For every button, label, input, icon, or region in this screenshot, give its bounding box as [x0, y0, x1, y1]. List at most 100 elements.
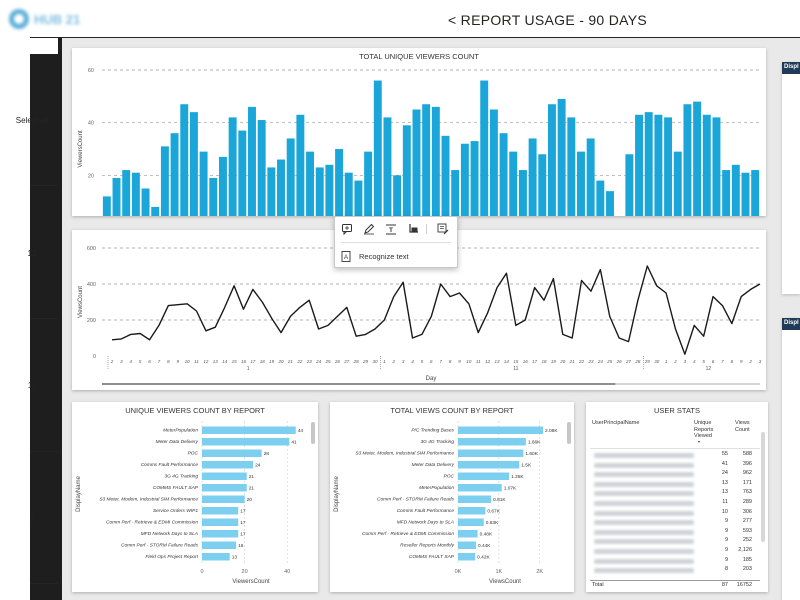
data-label: 17 [240, 509, 246, 515]
x-tick-label: 22 [296, 359, 303, 364]
y-axis-label: DisplayName [334, 476, 340, 512]
slicer-item-select-all[interactable]: Select all [15, 116, 49, 125]
table-row[interactable]: 55 588 [590, 451, 760, 460]
column-header-views-count[interactable]: Views Count [735, 420, 750, 433]
series-line [111, 265, 761, 355]
views-count-cell: 252 [742, 537, 752, 544]
slicer-item-1[interactable]: 1 [29, 514, 35, 523]
total-views: 16752 [736, 582, 752, 588]
pen-icon[interactable] [363, 223, 375, 235]
x-tick-label: 28 [634, 359, 641, 364]
recognize-text-menu-item[interactable]: A Recognize text [341, 249, 409, 263]
category-label: Comm Perf - Retrieve & EDMI Commission [362, 531, 454, 537]
bar [202, 449, 262, 457]
bar-chart-svg: 0204060ViewersCount234567891011121314151… [78, 68, 760, 216]
bar [458, 530, 478, 538]
x-tick-label: 25 [324, 359, 331, 364]
x-tick-label: 21 [287, 359, 294, 364]
unique-reports-cell: 8 [724, 566, 728, 573]
total-views-by-report-chart[interactable]: TOTAL VIEWS COUNT BY REPORT 0K 1K 2K P/C Tr… [330, 402, 574, 592]
chart-title: TOTAL UNIQUE VIEWERS COUNT [359, 52, 479, 61]
table-row[interactable]: 13 171 [590, 480, 760, 489]
table-title: USER STATS [654, 406, 700, 415]
bar [451, 170, 460, 216]
redacted-user-name [594, 462, 694, 468]
table-row[interactable]: 9 252 [590, 537, 760, 546]
unique-reports-cell: 13 [721, 479, 728, 486]
bar [731, 164, 740, 216]
x-tick-label: 24 [315, 359, 322, 364]
comment-icon[interactable] [341, 223, 353, 235]
table-row[interactable]: 10 306 [590, 509, 760, 518]
x-tick-label: 11 [476, 359, 481, 364]
unique-viewers-by-report-chart[interactable]: UNIQUE VIEWERS COUNT BY REPORT 0 20 40 Mete… [72, 402, 318, 592]
right-panel-top[interactable]: Displ [782, 62, 800, 294]
category-label: S3 Meter, Modem, Industrial SIM Performa… [99, 497, 198, 503]
table-row[interactable]: 9 2,126 [590, 547, 760, 556]
x-axis-label: ViewersCount [232, 579, 270, 585]
column-header-user[interactable]: UserPrincipalName [592, 420, 640, 426]
text-icon[interactable]: T [385, 223, 397, 235]
chart-scrollbar[interactable] [567, 422, 571, 444]
x-tick-label: 16 [241, 359, 247, 364]
x-tick-label: 8 [167, 359, 170, 364]
data-label: 13 [232, 555, 238, 561]
hbar-chart-svg: 0K 1K 2K P/C Trending Bases 2.08K 3G 4G Track… [334, 421, 558, 585]
x-tick-label: 22 [578, 359, 585, 364]
table-row[interactable]: 24 962 [590, 470, 760, 479]
views-count-cell: 763 [742, 489, 752, 496]
table-scrollbar[interactable] [761, 432, 765, 542]
screenshot-options-icon[interactable] [437, 223, 449, 235]
x-tick-label: 4 [130, 359, 133, 364]
hbar-chart-svg: 0 20 40 MeterPopulation 44 Meter Data Deliver… [76, 421, 303, 585]
category-label: Meter Data Delivery [156, 439, 199, 445]
svg-text:A: A [344, 255, 348, 261]
user-stats-table[interactable]: USER STATS UserPrincipalName Unique Repo… [586, 402, 768, 592]
bar [458, 495, 492, 503]
slicer-divider [30, 583, 58, 584]
table-row[interactable]: 9 277 [590, 518, 760, 527]
x-tick-label: 10 [466, 359, 472, 364]
x-tick-label: 2 [673, 359, 677, 364]
data-label: 1.60K [525, 451, 538, 457]
bar [538, 154, 547, 216]
chart-scrollbar[interactable] [311, 422, 315, 444]
table-row[interactable]: 9 593 [590, 528, 760, 537]
x-tick-label: 26 [334, 359, 341, 364]
table-row[interactable]: 41 396 [590, 461, 760, 470]
table-row[interactable]: 8 203 [590, 566, 760, 575]
category-label: Comm Perf - STORM Failure Reads [121, 543, 199, 549]
x-tick-label: 29 [362, 359, 369, 364]
bar [586, 138, 595, 216]
slicer-item-12[interactable]: 12 [27, 249, 37, 258]
bar [577, 151, 585, 216]
table-row[interactable]: 13 763 [590, 489, 760, 498]
table-row[interactable]: 11 289 [590, 499, 760, 508]
data-label: 24 [255, 463, 261, 469]
x-tick-label: 27 [625, 359, 632, 364]
x-tick-label: 23 [587, 359, 594, 364]
unique-reports-cell: 9 [724, 547, 728, 553]
bar [606, 191, 614, 216]
bar [112, 177, 121, 216]
x-tick-label: 11 [194, 359, 199, 364]
unique-reports-cell: 11 [722, 499, 728, 505]
sort-arrow-icon[interactable]: ▾ [698, 439, 701, 444]
unique-viewers-bar-chart[interactable]: TOTAL UNIQUE VIEWERS COUNT 0204060Viewer… [72, 48, 766, 216]
bar [160, 146, 169, 216]
bar [202, 438, 290, 446]
table-row[interactable]: 9 185 [590, 557, 760, 566]
x-tick-label: 27 [343, 359, 350, 364]
column-header-unique-reports[interactable]: Unique Reports Viewed [694, 420, 714, 439]
slicer-item-11[interactable]: 11 [27, 381, 37, 390]
crop-icon[interactable] [407, 223, 419, 235]
page-title[interactable]: < REPORT USAGE - 90 DAYS [448, 12, 647, 28]
bar [286, 138, 295, 216]
category-label: COMMS FAULT SAP [153, 485, 199, 491]
slicer-divider [30, 318, 58, 319]
category-label: POC [188, 451, 199, 457]
bar [202, 530, 239, 538]
right-panel-bottom[interactable]: Displ [782, 318, 800, 600]
slicer-panel [0, 38, 30, 600]
x-tick-label: 17 [250, 359, 256, 364]
